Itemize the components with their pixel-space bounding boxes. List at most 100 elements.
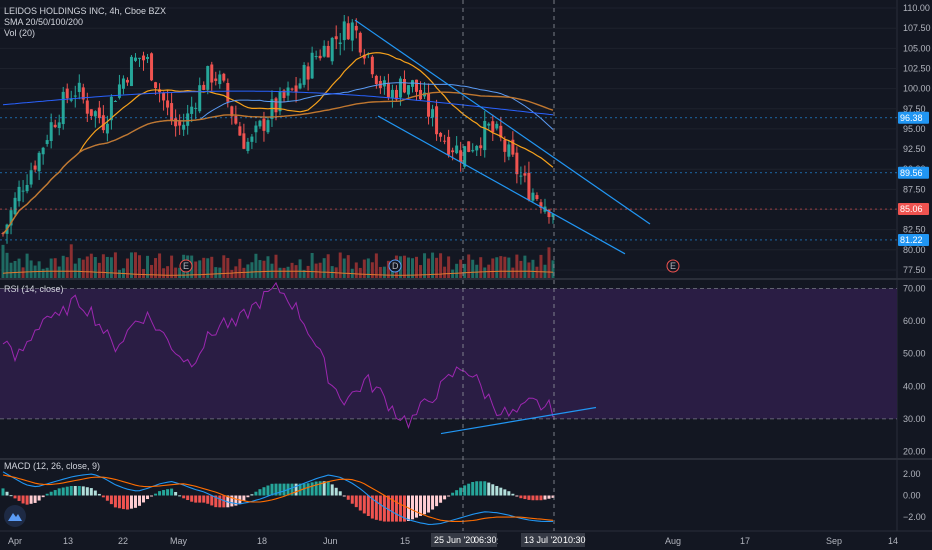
sma200-line [2,90,554,116]
macd-hist-bar [125,495,129,510]
macd-hist-bar [258,489,262,496]
volume-bar [374,253,378,278]
candle-body [358,32,362,53]
macd-hist-bar [218,495,222,508]
candle-body [246,141,250,151]
candle-body [515,152,519,175]
macd-hist-bar [306,483,310,496]
candle-body [314,56,318,58]
volume-bar [49,258,53,278]
candle-body [105,123,109,134]
candle-body [73,95,77,97]
macd-hist-bar [451,492,455,496]
volume-bar [475,264,479,278]
candle-body [190,106,194,114]
volume-bar [378,266,382,278]
volume-bar [314,263,318,278]
candle-body [270,99,274,119]
volume-bar [17,258,21,278]
macd-y-tick: −2.00 [903,512,926,522]
macd-hist-bar [170,488,174,496]
macd-hist-bar [310,482,314,496]
candle-body [475,145,479,151]
volume-bar [515,254,519,278]
macd-hist-bar [398,495,402,522]
volume-bar [77,258,81,278]
volume-bar [238,258,242,278]
x-tick-label: May [170,536,188,546]
macd-hist-bar [439,495,443,503]
volume-bar [551,260,555,278]
candle-body [97,107,101,119]
macd-hist-bar [531,495,535,501]
volume-bar [101,254,105,278]
price-tag-label: 89.56 [900,168,923,178]
rsi-y-tick: 30.00 [903,414,926,424]
volume-bar [370,262,374,278]
volume-bar [338,252,342,278]
tradingview-logo-icon[interactable] [4,505,26,527]
candle-body [346,23,350,40]
macd-y-tick: 2.00 [903,469,921,479]
volume-bar [382,266,386,278]
volume-bar [178,267,182,278]
candle-body [121,78,125,89]
volume-bar [491,258,495,278]
candle-body [322,45,326,57]
rsi-legend: RSI (14, close) [4,284,64,294]
macd-hist-bar [222,495,226,508]
candle-body [459,150,463,162]
candle-body [535,195,539,199]
macd-hist-bar [186,495,190,501]
volume-bar [274,254,278,278]
candle-body [222,73,226,81]
candle-body [150,53,154,81]
volume-bar [242,267,246,278]
macd-hist-bar [386,495,390,522]
macd-hist-bar [1,488,5,496]
volume-bar [234,266,238,278]
macd-hist-bar [282,483,286,496]
volume-bar [146,255,150,278]
volume-bar [495,257,499,278]
macd-hist-bar [475,481,479,496]
volume-bar [85,256,89,278]
macd-hist-bar [370,495,374,519]
volume-bar [523,255,527,278]
time-marker-label: 13 Jul '20 [524,535,562,545]
volume-bar [362,259,366,278]
y-tick-label: 102.50 [903,63,931,73]
macd-hist-bar [202,495,206,503]
macd-histogram [1,481,555,522]
candle-body [463,146,467,167]
macd-hist-bar [61,487,65,496]
price-legend: LEIDOS HOLDINGS INC, 4h, Cboe BZX SMA 20… [4,6,166,39]
trend-channel-upper [354,19,651,225]
macd-hist-bar [158,491,162,496]
y-tick-label: 82.50 [903,225,926,235]
candle-body [410,80,414,87]
macd-hist-bar [394,495,398,522]
volume-bar [539,254,543,278]
candle-body [230,106,234,117]
rsi-trendline [440,406,597,435]
candle-body [37,152,41,172]
volume-bar [117,269,121,278]
candle-body [170,103,174,121]
candle-body [21,190,25,192]
volume-bar [366,258,370,278]
candle-body [133,57,137,61]
volume-bar [503,256,507,278]
candle-body [398,78,402,98]
volume-bar [81,259,85,278]
price-tag-label: 85.06 [900,204,923,214]
volume-bar [262,260,266,278]
macd-hist-bar [338,491,342,496]
candle-body [210,64,214,83]
candle-body [406,85,410,95]
candle-body [125,79,129,83]
candle-body [471,150,475,152]
candle-body [258,120,262,127]
rsi-y-tick: 20.00 [903,446,926,456]
